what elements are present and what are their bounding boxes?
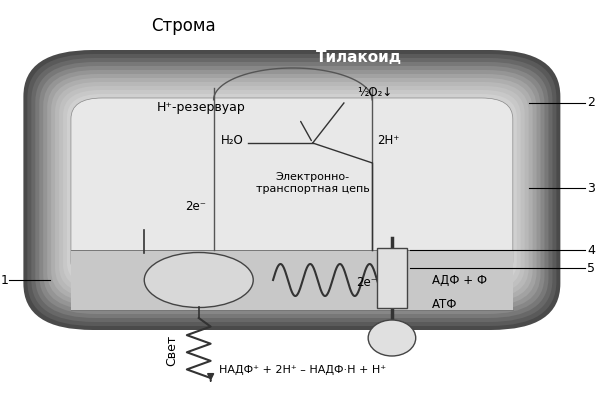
Text: 2Н⁺: 2Н⁺ — [377, 133, 400, 146]
FancyBboxPatch shape — [51, 78, 533, 302]
Text: Строма: Строма — [152, 17, 216, 35]
Text: H₂O: H₂O — [221, 135, 244, 148]
Text: Тилакоид: Тилакоид — [316, 50, 403, 65]
FancyBboxPatch shape — [28, 54, 556, 326]
Text: ½O₂↓: ½O₂↓ — [357, 86, 392, 100]
FancyBboxPatch shape — [71, 250, 513, 310]
Text: 4: 4 — [587, 244, 595, 256]
Text: 3: 3 — [587, 181, 595, 195]
FancyBboxPatch shape — [47, 74, 536, 306]
Text: АДФ + Ф: АДФ + Ф — [431, 273, 487, 287]
Text: 1: 1 — [1, 273, 8, 287]
Text: Электронно-
транспортная цепь: Электронно- транспортная цепь — [256, 172, 370, 194]
FancyBboxPatch shape — [23, 50, 560, 330]
Text: 2e⁻: 2e⁻ — [185, 199, 206, 213]
FancyBboxPatch shape — [71, 98, 513, 282]
Text: Свет: Свет — [166, 334, 178, 366]
FancyBboxPatch shape — [67, 94, 517, 286]
Text: АТФ: АТФ — [431, 298, 457, 312]
FancyBboxPatch shape — [43, 70, 541, 310]
Text: 5: 5 — [587, 261, 595, 275]
FancyBboxPatch shape — [39, 66, 545, 314]
Ellipse shape — [144, 252, 253, 308]
FancyBboxPatch shape — [55, 82, 529, 298]
Text: 2e⁻: 2e⁻ — [356, 277, 377, 289]
Ellipse shape — [368, 320, 416, 356]
FancyBboxPatch shape — [377, 248, 407, 308]
Text: 2: 2 — [587, 96, 595, 109]
FancyBboxPatch shape — [31, 58, 553, 322]
Text: Н⁺-резервуар: Н⁺-резервуар — [157, 101, 246, 114]
FancyBboxPatch shape — [35, 62, 548, 318]
Text: НАДФ⁺ + 2Н⁺ – НАДФ·Н + Н⁺: НАДФ⁺ + 2Н⁺ – НАДФ·Н + Н⁺ — [219, 365, 386, 375]
FancyBboxPatch shape — [59, 86, 525, 294]
FancyBboxPatch shape — [63, 90, 521, 290]
